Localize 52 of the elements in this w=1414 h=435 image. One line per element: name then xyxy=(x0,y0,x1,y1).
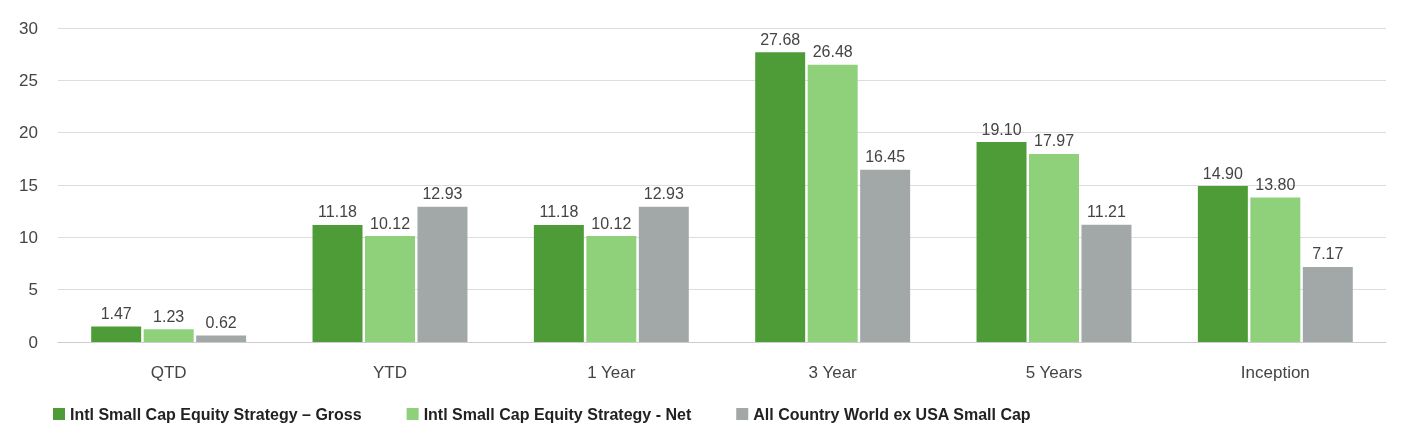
y-tick-label: 25 xyxy=(19,70,38,90)
y-tick-label: 20 xyxy=(19,123,38,143)
x-tick-label: 3 Year xyxy=(808,363,858,382)
data-label: 19.10 xyxy=(981,120,1022,138)
data-label: 13.80 xyxy=(1255,176,1296,194)
data-label: 10.12 xyxy=(591,214,632,232)
bar xyxy=(196,335,247,342)
bar xyxy=(312,224,363,342)
legend-label: Intl Small Cap Equity Strategy - Net xyxy=(423,405,692,423)
data-label: 7.17 xyxy=(1312,245,1344,263)
y-tick-label: 15 xyxy=(19,175,38,195)
x-tick-label: 5 Years xyxy=(1025,363,1083,382)
legend-label: Intl Small Cap Equity Strategy – Gross xyxy=(70,405,362,423)
bar xyxy=(143,329,194,342)
data-label: 14.90 xyxy=(1202,164,1243,182)
y-tick-label: 0 xyxy=(28,332,38,352)
data-label: 11.21 xyxy=(1087,203,1126,221)
bar xyxy=(860,169,911,342)
legend-label: All Country World ex USA Small Cap xyxy=(753,405,1031,423)
bar xyxy=(1302,266,1353,342)
bar xyxy=(755,52,806,342)
data-label: 27.68 xyxy=(760,30,801,48)
bar xyxy=(807,64,858,342)
x-tick-label: 1 Year xyxy=(587,363,636,382)
data-label: 12.93 xyxy=(643,185,684,203)
data-label: 1.47 xyxy=(100,305,132,323)
data-label: 16.45 xyxy=(865,148,906,166)
bar xyxy=(976,142,1027,342)
bar xyxy=(1029,153,1079,342)
bar xyxy=(586,236,637,342)
bar xyxy=(1197,186,1248,342)
data-label: 0.62 xyxy=(205,314,237,332)
bar xyxy=(533,224,584,342)
data-label: 12.93 xyxy=(422,185,463,203)
data-label: 17.97 xyxy=(1033,132,1075,150)
y-tick-label: 10 xyxy=(19,227,38,247)
y-tick-label: 5 xyxy=(28,280,38,300)
bar xyxy=(365,236,415,342)
bar xyxy=(1250,197,1301,342)
bar xyxy=(91,326,142,342)
bar xyxy=(638,206,689,342)
y-tick-label: 30 xyxy=(19,18,38,38)
bar xyxy=(417,206,468,342)
data-label: 1.23 xyxy=(153,307,185,325)
data-label: 11.18 xyxy=(539,203,579,221)
data-label: 10.12 xyxy=(369,214,411,232)
data-label: 11.18 xyxy=(318,203,358,221)
x-tick-label: Inception xyxy=(1240,363,1310,382)
bar xyxy=(1081,224,1132,342)
x-tick-label: QTD xyxy=(150,363,187,382)
data-label: 26.48 xyxy=(812,43,853,61)
x-tick-label: YTD xyxy=(373,363,407,382)
